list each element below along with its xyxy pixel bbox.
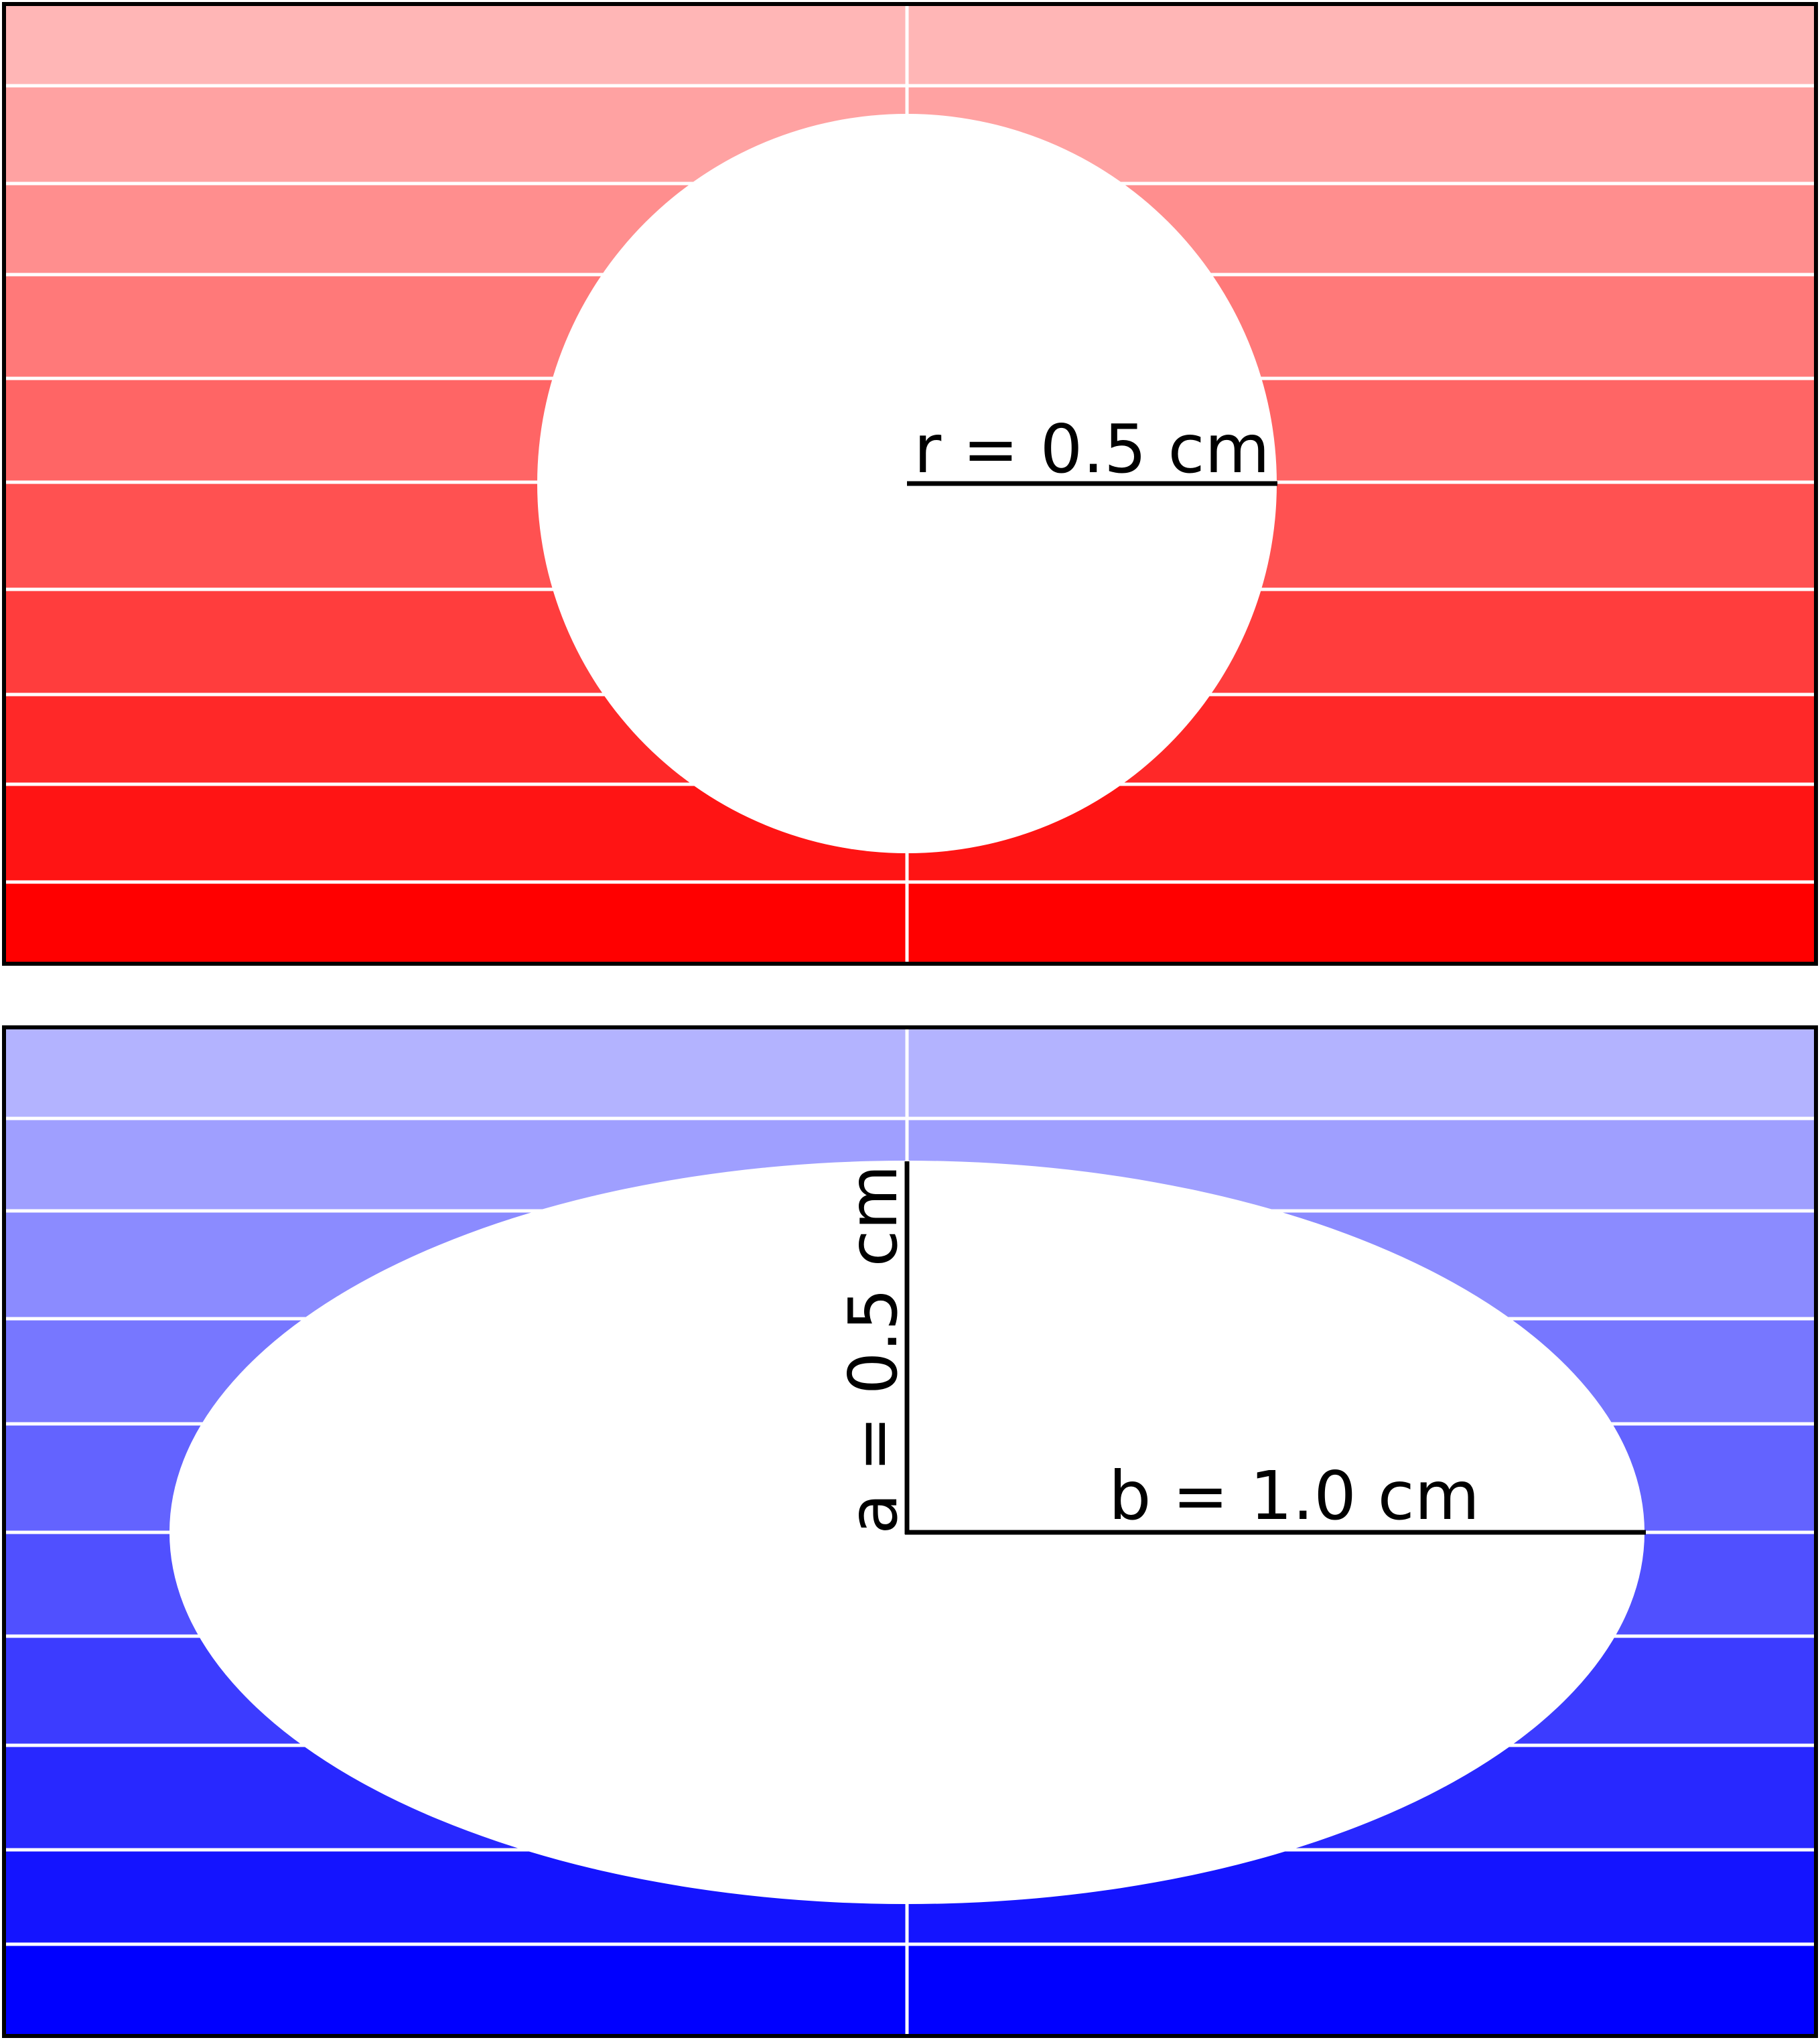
semi-axis-a-label: a = 0.5 cm <box>834 1165 912 1534</box>
panel-border <box>2 1025 1818 2038</box>
color-band <box>4 1027 1816 1119</box>
circle-panel <box>2 2 1818 966</box>
panel-border <box>2 2 1818 966</box>
color-band <box>4 4 1816 86</box>
color-band <box>4 882 1816 964</box>
annotations: r = 0.5 cm b = 1.0 cm a = 0.5 cm <box>834 410 1646 1535</box>
color-band <box>4 1944 1816 2037</box>
radius-label: r = 0.5 cm <box>914 410 1270 488</box>
semi-axis-b-label: b = 1.0 cm <box>1109 1457 1480 1535</box>
